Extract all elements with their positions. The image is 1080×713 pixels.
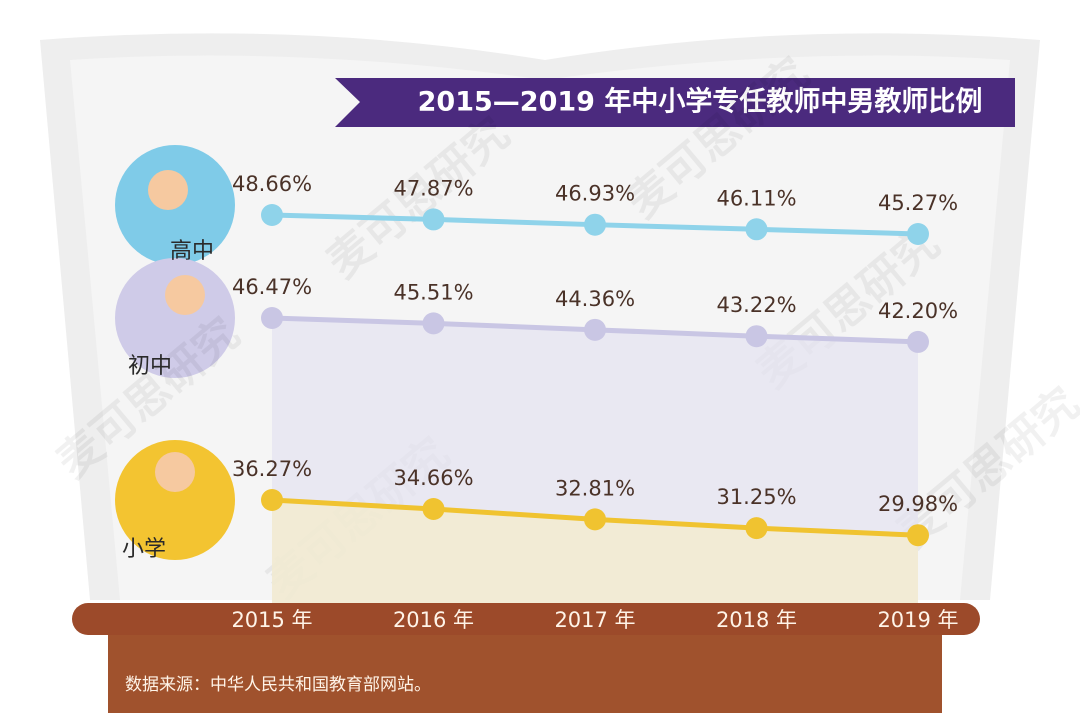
marker [422, 498, 445, 521]
chart-title: 2015—2019 年中小学专任教师中男教师比例 [418, 86, 983, 118]
data-label: 42.20% [878, 299, 958, 323]
x-tick-label: 2019 年 [877, 608, 958, 632]
marker [907, 330, 929, 353]
marker [261, 307, 283, 329]
marker [422, 312, 445, 335]
data-label: 47.87% [393, 176, 473, 200]
title-banner [335, 78, 1015, 127]
marker [584, 213, 606, 236]
marker [745, 325, 768, 348]
data-label: 46.93% [555, 182, 635, 206]
legend-label: 高中 [170, 239, 214, 264]
x-tick-label: 2018 年 [716, 608, 797, 632]
data-label: 34.66% [393, 466, 473, 490]
x-tick-label: 2017 年 [554, 608, 635, 632]
marker [907, 222, 929, 245]
marker [745, 517, 768, 540]
area [272, 500, 918, 603]
data-label: 45.27% [878, 191, 958, 215]
data-label: 36.27% [232, 457, 312, 481]
source: 数据来源：中华人民共和国教育部网站。 [125, 675, 431, 695]
avatar-middle [115, 258, 235, 378]
marker [261, 204, 283, 226]
avatar-face [155, 452, 195, 492]
avatar-primary [115, 440, 235, 560]
legend-label: 小学 [122, 537, 166, 562]
data-label: 29.98% [878, 492, 958, 516]
marker [907, 524, 929, 547]
legend-label: 初中 [128, 354, 172, 379]
marker [422, 208, 445, 231]
data-label: 32.81% [555, 476, 635, 500]
marker [584, 508, 606, 531]
x-tick-label: 2016 年 [393, 608, 474, 632]
data-label: 43.22% [716, 293, 796, 317]
shelf [72, 603, 980, 635]
data-label: 44.36% [555, 287, 635, 311]
base [108, 630, 942, 713]
data-label: 46.47% [232, 275, 312, 299]
x-tick-label: 2015 年 [231, 608, 312, 632]
marker [261, 489, 283, 511]
data-label: 45.51% [393, 280, 473, 304]
data-label: 48.66% [232, 172, 312, 196]
marker [584, 318, 606, 341]
avatar-face [165, 275, 205, 315]
avatar-face [148, 170, 188, 210]
data-label: 46.11% [716, 186, 796, 210]
marker [745, 218, 768, 241]
data-label: 31.25% [716, 485, 796, 509]
